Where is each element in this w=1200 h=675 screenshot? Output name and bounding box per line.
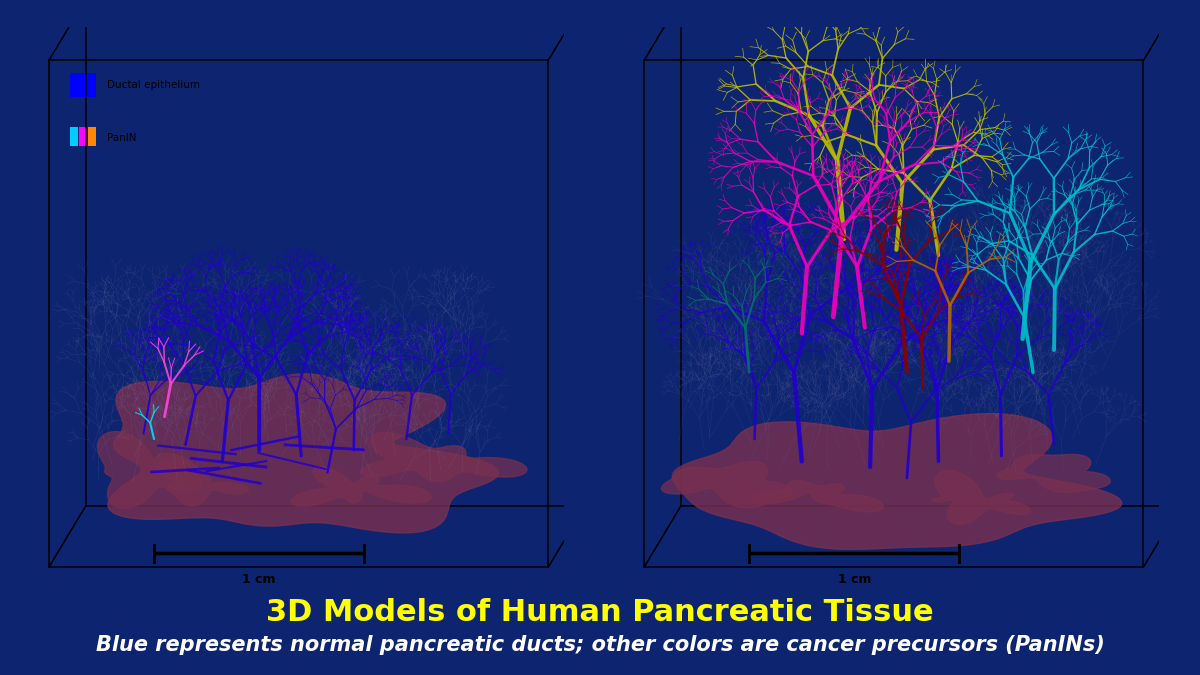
Polygon shape	[108, 374, 498, 533]
Bar	[88, 127, 96, 146]
Bar	[70, 127, 78, 146]
Text: 1 cm: 1 cm	[242, 572, 276, 586]
Bar	[79, 127, 88, 146]
Text: PanIN: PanIN	[107, 133, 137, 143]
Polygon shape	[752, 481, 883, 512]
Text: Ductal epithelium: Ductal epithelium	[107, 80, 199, 90]
Bar	[70, 73, 96, 97]
Polygon shape	[361, 432, 527, 482]
Polygon shape	[672, 414, 1122, 549]
Text: Blue represents normal pancreatic ducts; other colors are cancer precursors (Pan: Blue represents normal pancreatic ducts;…	[96, 635, 1104, 655]
Polygon shape	[661, 462, 792, 508]
Text: 1 cm: 1 cm	[838, 572, 871, 586]
Polygon shape	[155, 454, 248, 506]
Text: 3D Models of Human Pancreatic Tissue: 3D Models of Human Pancreatic Tissue	[266, 599, 934, 627]
Polygon shape	[931, 470, 1031, 524]
Polygon shape	[997, 454, 1110, 493]
Polygon shape	[292, 466, 432, 506]
Polygon shape	[97, 431, 200, 508]
